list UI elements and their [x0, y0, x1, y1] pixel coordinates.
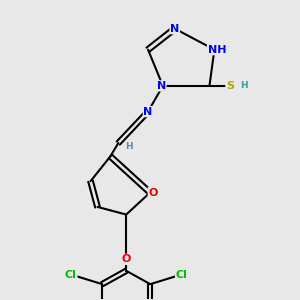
Text: S: S	[226, 81, 234, 91]
Text: N: N	[143, 106, 153, 117]
Text: Cl: Cl	[65, 270, 77, 280]
Text: H: H	[125, 142, 133, 151]
Text: O: O	[148, 188, 158, 198]
Text: O: O	[122, 254, 131, 264]
Text: N: N	[170, 24, 179, 34]
Text: H: H	[240, 81, 248, 90]
Text: NH: NH	[208, 45, 226, 55]
Text: N: N	[157, 81, 166, 91]
Text: Cl: Cl	[176, 270, 188, 280]
